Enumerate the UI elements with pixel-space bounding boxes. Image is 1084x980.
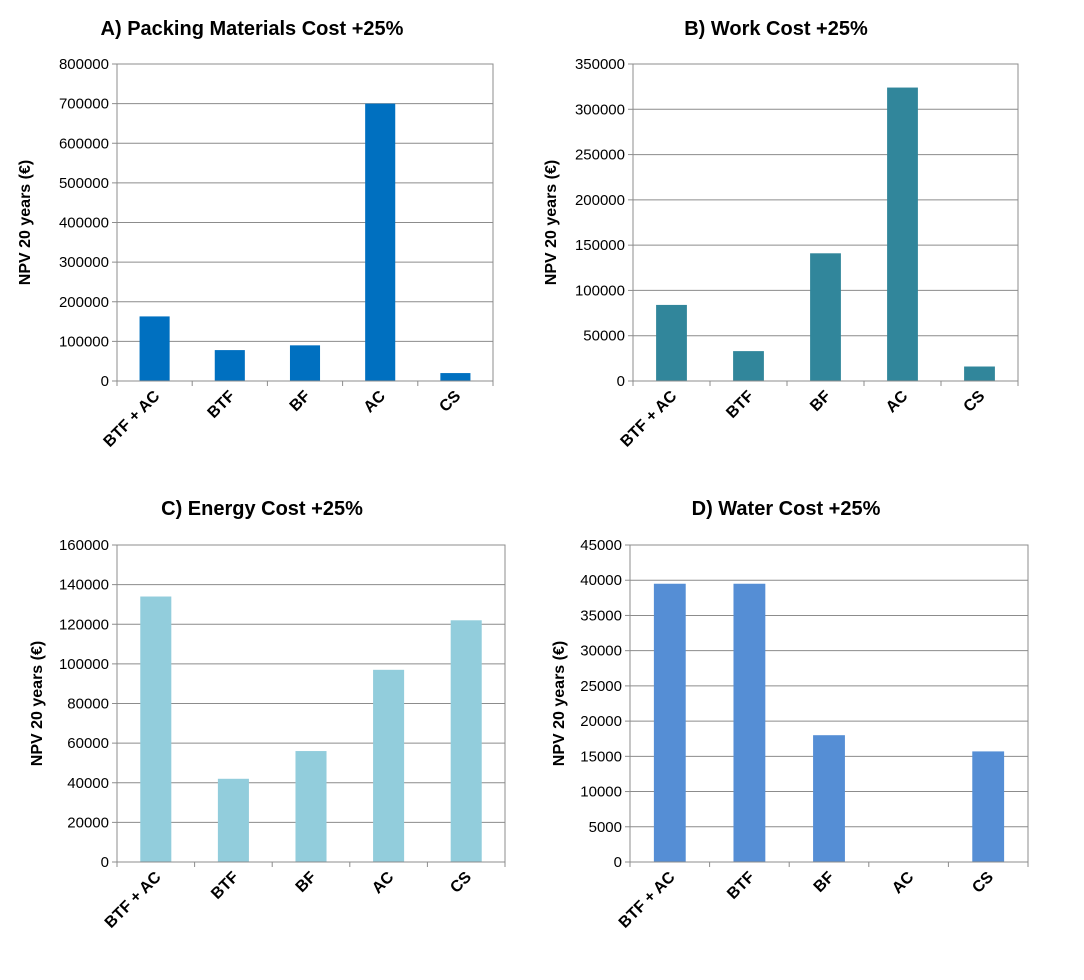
bar xyxy=(365,103,396,381)
y-axis-label: NPV 20 years (€) xyxy=(551,641,568,766)
y-tick-label: 80000 xyxy=(67,696,109,713)
bar xyxy=(887,87,918,381)
bar xyxy=(733,583,766,862)
y-axis-label: NPV 20 years (€) xyxy=(29,641,46,766)
chart-title: C) Energy Cost +25% xyxy=(161,498,363,520)
y-tick-label: 700000 xyxy=(59,96,109,113)
chart-title: D) Water Cost +25% xyxy=(692,498,881,520)
x-tick-label: CS xyxy=(969,869,997,897)
y-tick-label: 40000 xyxy=(67,775,109,792)
bar xyxy=(656,304,687,381)
x-tick-label: BTF + AC xyxy=(101,387,164,450)
y-tick-label: 35000 xyxy=(580,607,622,624)
bar xyxy=(733,351,764,381)
bar xyxy=(217,778,249,862)
y-tick-label: 0 xyxy=(617,373,625,390)
y-tick-label: 0 xyxy=(614,854,622,871)
x-tick-label: CS xyxy=(447,869,475,897)
chart-panel-a: A) Packing Materials Cost +25% 0 100000 20… xyxy=(17,18,494,451)
x-tick-label: CS xyxy=(436,388,464,416)
y-axis-label: NPV 20 years (€) xyxy=(17,160,34,285)
y-tick-label: 100000 xyxy=(59,656,109,673)
y-tick-label: 400000 xyxy=(59,215,109,232)
y-tick-label: 200000 xyxy=(575,192,625,209)
y-tick-label: 100000 xyxy=(575,282,625,299)
y-tick-label: 140000 xyxy=(59,577,109,594)
chart-panel-d: D) Water Cost +25% 0 5000 10000 15000 20000 2… xyxy=(551,498,1029,932)
bar xyxy=(289,345,321,381)
x-tick-label: BF xyxy=(293,869,320,896)
x-tick-label: BTF + AC xyxy=(617,387,680,450)
y-tick-label: 10000 xyxy=(580,784,622,801)
x-tick-label: BTF + AC xyxy=(616,868,679,931)
y-tick-label: 30000 xyxy=(580,643,622,660)
x-tick-label: AC xyxy=(889,868,918,897)
y-tick-label: 250000 xyxy=(575,147,625,164)
y-tick-label: 160000 xyxy=(59,537,109,554)
y-tick-label: 100000 xyxy=(59,333,109,350)
y-tick-label: 20000 xyxy=(580,713,622,730)
x-tick-label: CS xyxy=(961,388,989,416)
x-tick-label: AC xyxy=(883,387,912,416)
y-tick-label: 45000 xyxy=(580,537,622,554)
x-tick-label: BTF xyxy=(724,869,758,903)
bar xyxy=(813,735,845,862)
y-tick-label: 0 xyxy=(101,854,109,871)
y-tick-label: 15000 xyxy=(580,748,622,765)
y-tick-label: 120000 xyxy=(59,616,109,633)
bar xyxy=(810,253,841,381)
bar xyxy=(140,596,172,862)
y-tick-label: 0 xyxy=(101,373,109,390)
y-tick-label: 350000 xyxy=(575,56,625,73)
y-tick-label: 5000 xyxy=(589,819,622,836)
chart-panel-b: B) Work Cost +25% 0 50000 100000 150000 2000… xyxy=(543,18,1019,451)
y-tick-label: 800000 xyxy=(59,56,109,73)
x-tick-label: AC xyxy=(369,868,398,897)
y-tick-label: 300000 xyxy=(59,254,109,271)
x-tick-label: BTF xyxy=(205,388,239,422)
y-tick-label: 300000 xyxy=(575,101,625,118)
y-tick-label: 60000 xyxy=(67,735,109,752)
x-tick-label: BF xyxy=(807,388,834,415)
bar xyxy=(373,669,405,862)
chart-title: B) Work Cost +25% xyxy=(684,18,868,40)
y-tick-label: 50000 xyxy=(583,328,625,345)
bar xyxy=(964,366,995,381)
chart-panel-c: C) Energy Cost +25% 0 20000 40000 60000 8000… xyxy=(29,498,506,932)
y-tick-label: 150000 xyxy=(575,237,625,254)
y-tick-label: 500000 xyxy=(59,175,109,192)
x-tick-label: AC xyxy=(361,387,390,416)
bar xyxy=(972,751,1005,862)
y-axis-label: NPV 20 years (€) xyxy=(543,160,560,285)
chart-title: A) Packing Materials Cost +25% xyxy=(101,18,404,40)
x-tick-label: BTF xyxy=(723,388,757,422)
y-tick-label: 600000 xyxy=(59,135,109,152)
bar xyxy=(295,751,327,862)
bar xyxy=(440,373,471,381)
y-tick-label: 20000 xyxy=(67,814,109,831)
x-tick-label: BTF xyxy=(208,869,242,903)
x-tick-label: BF xyxy=(287,388,314,415)
y-tick-label: 40000 xyxy=(580,572,622,589)
y-tick-label: 200000 xyxy=(59,294,109,311)
x-tick-label: BTF + AC xyxy=(102,868,165,931)
bar xyxy=(139,316,170,381)
bar xyxy=(214,350,245,381)
x-tick-label: BF xyxy=(811,869,838,896)
y-tick-label: 25000 xyxy=(580,678,622,695)
bar xyxy=(450,620,482,862)
bar xyxy=(653,583,686,862)
